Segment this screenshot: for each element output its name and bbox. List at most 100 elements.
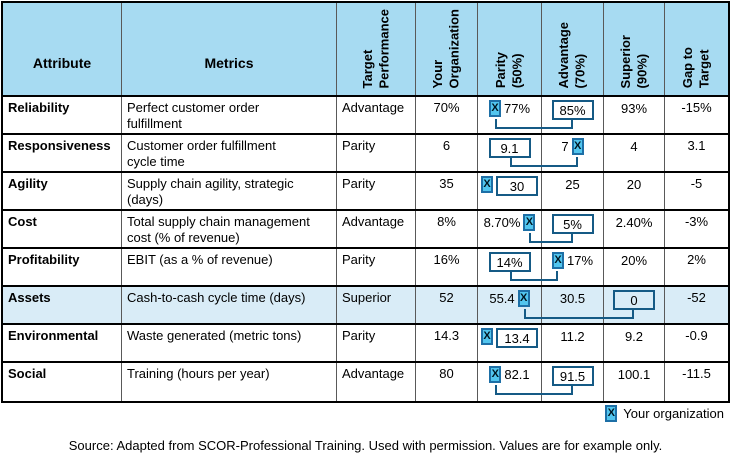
band-value: 25: [565, 177, 580, 192]
band-value: 77%: [503, 101, 531, 116]
band-value: 8.70%: [483, 215, 521, 230]
advantage-cell: 30.5: [542, 287, 604, 323]
band-value: 2.40%: [615, 215, 653, 230]
target-value-box: 9.1: [488, 138, 531, 158]
target-performance-cell: Parity: [337, 325, 416, 361]
parity-cell: 14%: [478, 249, 542, 285]
target-performance-cell: Advantage: [337, 97, 416, 133]
metrics-cell: Perfect customer order fulfillment: [122, 97, 337, 133]
your-organization-marker-icon: X: [523, 214, 536, 231]
header-target-performance: Target Performance: [337, 3, 416, 95]
parity-cell: 55.4 X: [478, 287, 542, 323]
attribute-cell: Social: [3, 363, 122, 401]
band-value: 93%: [620, 101, 648, 116]
attribute-cell: Assets: [3, 287, 122, 323]
table-row: Agility Supply chain agility, strategic (…: [3, 173, 728, 211]
advantage-cell: 11.2: [542, 325, 604, 361]
your-organization-marker-icon: X: [481, 328, 493, 345]
source-note: Source: Adapted from SCOR-Professional T…: [68, 438, 663, 453]
superior-cell: 20%: [604, 249, 665, 285]
attribute-cell: Environmental: [3, 325, 122, 361]
metrics-cell: Waste generated (metric tons): [122, 325, 337, 361]
attribute-cell: Responsiveness: [3, 135, 122, 171]
header-metrics-label: Metrics: [204, 55, 254, 71]
target-value-box: 0: [613, 290, 655, 310]
target-value-box: 14%: [488, 252, 531, 272]
target-performance-cell: Advantage: [337, 363, 416, 401]
header-superior: Superior (90%): [604, 3, 665, 95]
header-your-organization-label: Your Organization: [430, 8, 462, 88]
table-row: Social Training (hours per year) Advantage…: [3, 363, 728, 401]
attribute-cell: Reliability: [3, 97, 122, 133]
gap-cell: -11.5: [682, 366, 711, 381]
target-performance-cell: Parity: [337, 173, 416, 209]
target-value-box: 13.4: [496, 328, 538, 348]
superior-cell: 0: [604, 287, 665, 323]
advantage-cell: X 17%: [542, 249, 604, 285]
gap-cell: 3.1: [687, 138, 706, 153]
metrics-cell: Total supply chain management cost (% of…: [122, 211, 337, 247]
band-value: 11.2: [560, 329, 585, 344]
superior-cell: 9.2: [604, 325, 665, 361]
your-org-cell: 70%: [416, 97, 478, 133]
your-organization-marker-icon: X: [551, 252, 564, 269]
band-value: 20%: [620, 253, 648, 268]
band-value: 4: [630, 139, 638, 154]
your-organization-marker-icon: X: [488, 100, 501, 117]
gap-cell: -5: [690, 176, 703, 191]
metrics-cell: EBIT (as a % of revenue): [122, 249, 337, 285]
your-org-cell: 16%: [416, 249, 478, 285]
legend: X Your organization: [605, 405, 724, 422]
band-value: 100.1: [617, 367, 651, 382]
header-superior-label: Superior (90%): [617, 34, 649, 88]
header-gap-to-target-label: Gap to Target: [680, 46, 712, 88]
target-value-box: 30: [496, 176, 538, 196]
scorcard-table: Attribute Metrics Target Performance You…: [1, 1, 730, 403]
table-header-row: Attribute Metrics Target Performance You…: [3, 3, 728, 97]
advantage-cell: 25: [542, 173, 604, 209]
band-value: 30.5: [559, 291, 586, 306]
band-value: 55.4: [489, 291, 515, 306]
attribute-cell: Agility: [3, 173, 122, 209]
band-value: 17%: [566, 253, 594, 268]
your-org-cell: 14.3: [416, 325, 478, 361]
header-advantage: Advantage (70%): [542, 3, 604, 95]
header-attribute-label: Attribute: [32, 55, 92, 71]
header-your-organization: Your Organization: [416, 3, 478, 95]
metrics-cell: Supply chain agility, strategic (days): [122, 173, 337, 209]
your-organization-marker-icon: X: [517, 290, 530, 307]
your-organization-marker-icon: X: [489, 366, 502, 383]
your-org-cell: 6: [416, 135, 478, 171]
header-target-performance-label: Target Performance: [359, 8, 391, 88]
metrics-cell: Cash-to-cash cycle time (days): [122, 287, 337, 323]
header-gap-to-target: Gap to Target: [665, 3, 728, 95]
band-value: 7: [561, 139, 569, 154]
band-value: 9.2: [624, 329, 644, 344]
target-value-box: 5%: [551, 214, 594, 234]
table-row: Profitability EBIT (as a % of revenue) Par…: [3, 249, 728, 287]
parity-cell: X 77%: [478, 97, 542, 133]
superior-cell: 20: [604, 173, 665, 209]
your-org-cell: 52: [416, 287, 478, 323]
superior-cell: 4: [604, 135, 665, 171]
gap-cell: -0.9: [685, 328, 708, 343]
parity-cell: 9.1: [478, 135, 542, 171]
table-row: Cost Total supply chain management cost (…: [3, 211, 728, 249]
table-row: Reliability Perfect customer order fulfil…: [3, 97, 728, 135]
target-value-box: 85%: [551, 100, 594, 120]
table-row: Responsiveness Customer order fulfillment…: [3, 135, 728, 173]
gap-cell: -15%: [681, 100, 712, 115]
band-value: 20: [626, 177, 642, 192]
your-org-cell: 8%: [416, 211, 478, 247]
table-row: Environmental Waste generated (metric ton…: [3, 325, 728, 363]
table-row: Assets Cash-to-cash cycle time (days) Supe…: [3, 287, 728, 325]
superior-cell: 93%: [604, 97, 665, 133]
superior-cell: 2.40%: [604, 211, 665, 247]
header-advantage-label: Advantage (70%): [556, 21, 588, 88]
target-value-box: 91.5: [551, 366, 594, 386]
parity-cell: 8.70% X: [478, 211, 542, 247]
your-organization-marker-icon: X: [481, 176, 493, 193]
advantage-cell: 5%: [542, 211, 604, 247]
